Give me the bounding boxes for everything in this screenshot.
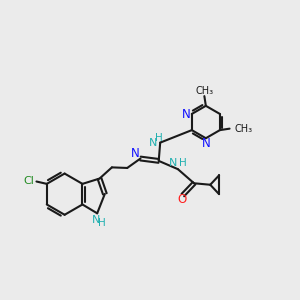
Text: H: H xyxy=(155,133,163,143)
Text: H: H xyxy=(179,158,187,168)
Text: N: N xyxy=(182,108,191,121)
Text: H: H xyxy=(98,218,106,228)
Text: CH₃: CH₃ xyxy=(195,86,213,96)
Text: O: O xyxy=(178,193,187,206)
Text: N: N xyxy=(169,158,177,168)
Text: N: N xyxy=(131,147,140,160)
Text: N: N xyxy=(92,215,100,225)
Text: N: N xyxy=(148,138,157,148)
Text: Cl: Cl xyxy=(24,176,34,186)
Text: CH₃: CH₃ xyxy=(234,124,252,134)
Text: N: N xyxy=(202,137,211,150)
